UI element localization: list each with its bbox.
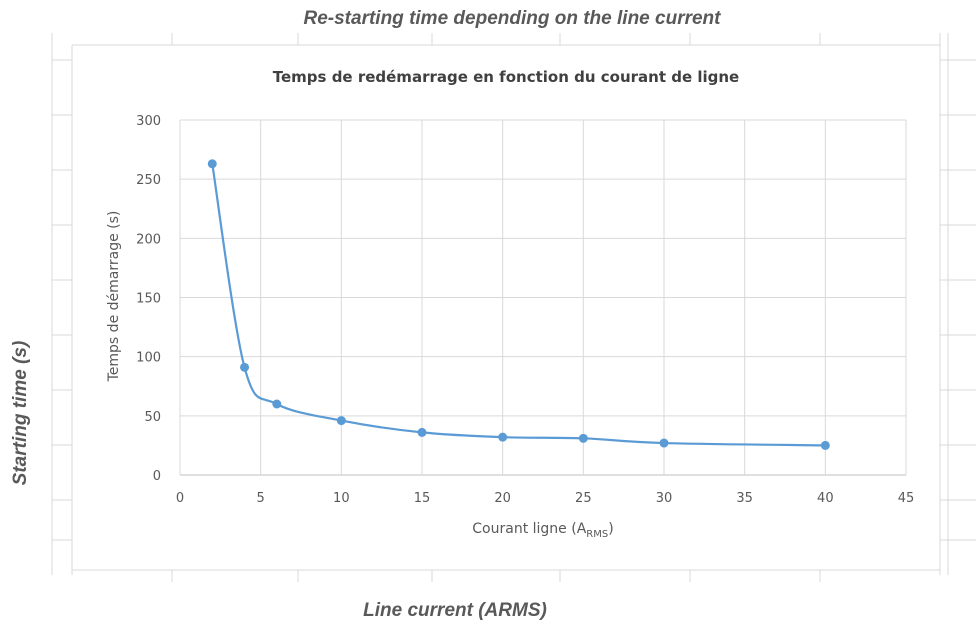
x-tick-labels: 0 5 10 15 20 25 30 35 40 45 <box>176 491 914 506</box>
chart-ylabel: Temps de démarrage (s) <box>106 211 122 383</box>
chart-title: Temps de redémarrage en fonction du cour… <box>273 68 739 86</box>
y-tick-label: 100 <box>136 351 161 366</box>
outer-title: Re-starting time depending on the line c… <box>303 8 721 29</box>
data-point <box>240 362 250 372</box>
x-tick-label: 20 <box>494 491 511 506</box>
data-point <box>272 399 282 409</box>
x-tick-label: 35 <box>736 491 753 506</box>
series-points <box>207 159 830 450</box>
chart-xlabel-end: ) <box>608 521 613 537</box>
outer-xlabel: Line current (ARMS) <box>363 600 547 621</box>
x-tick-label: 30 <box>656 491 673 506</box>
y-tick-label: 200 <box>136 232 161 247</box>
data-point <box>659 438 669 448</box>
y-tick-label: 50 <box>144 410 161 425</box>
series-line <box>211 163 826 447</box>
x-tick-label: 0 <box>176 491 184 506</box>
y-tick-label: 0 <box>153 469 161 484</box>
outer-ylabel: Starting time (s) <box>10 340 31 486</box>
data-point <box>417 427 427 437</box>
data-point <box>578 433 588 443</box>
y-tick-label: 250 <box>136 173 161 188</box>
y-tick-labels: 0 50 100 150 200 250 300 <box>136 114 161 484</box>
y-tick-label: 300 <box>136 114 161 129</box>
gridlines <box>179 119 907 476</box>
x-tick-label: 5 <box>257 491 265 506</box>
data-point <box>207 159 217 169</box>
chart-xlabel-main: Courant ligne (A <box>472 521 586 537</box>
y-tick-label: 150 <box>136 292 161 307</box>
chart-xlabel-sub: RMS <box>586 529 608 540</box>
x-tick-label: 45 <box>898 491 915 506</box>
x-tick-label: 10 <box>333 491 350 506</box>
data-point <box>498 432 508 442</box>
chart-xlabel: Courant ligne (ARMS) <box>472 521 613 540</box>
x-tick-label: 25 <box>575 491 592 506</box>
data-point <box>820 440 830 450</box>
data-point <box>336 416 346 426</box>
x-tick-label: 15 <box>414 491 431 506</box>
x-tick-label: 40 <box>817 491 834 506</box>
